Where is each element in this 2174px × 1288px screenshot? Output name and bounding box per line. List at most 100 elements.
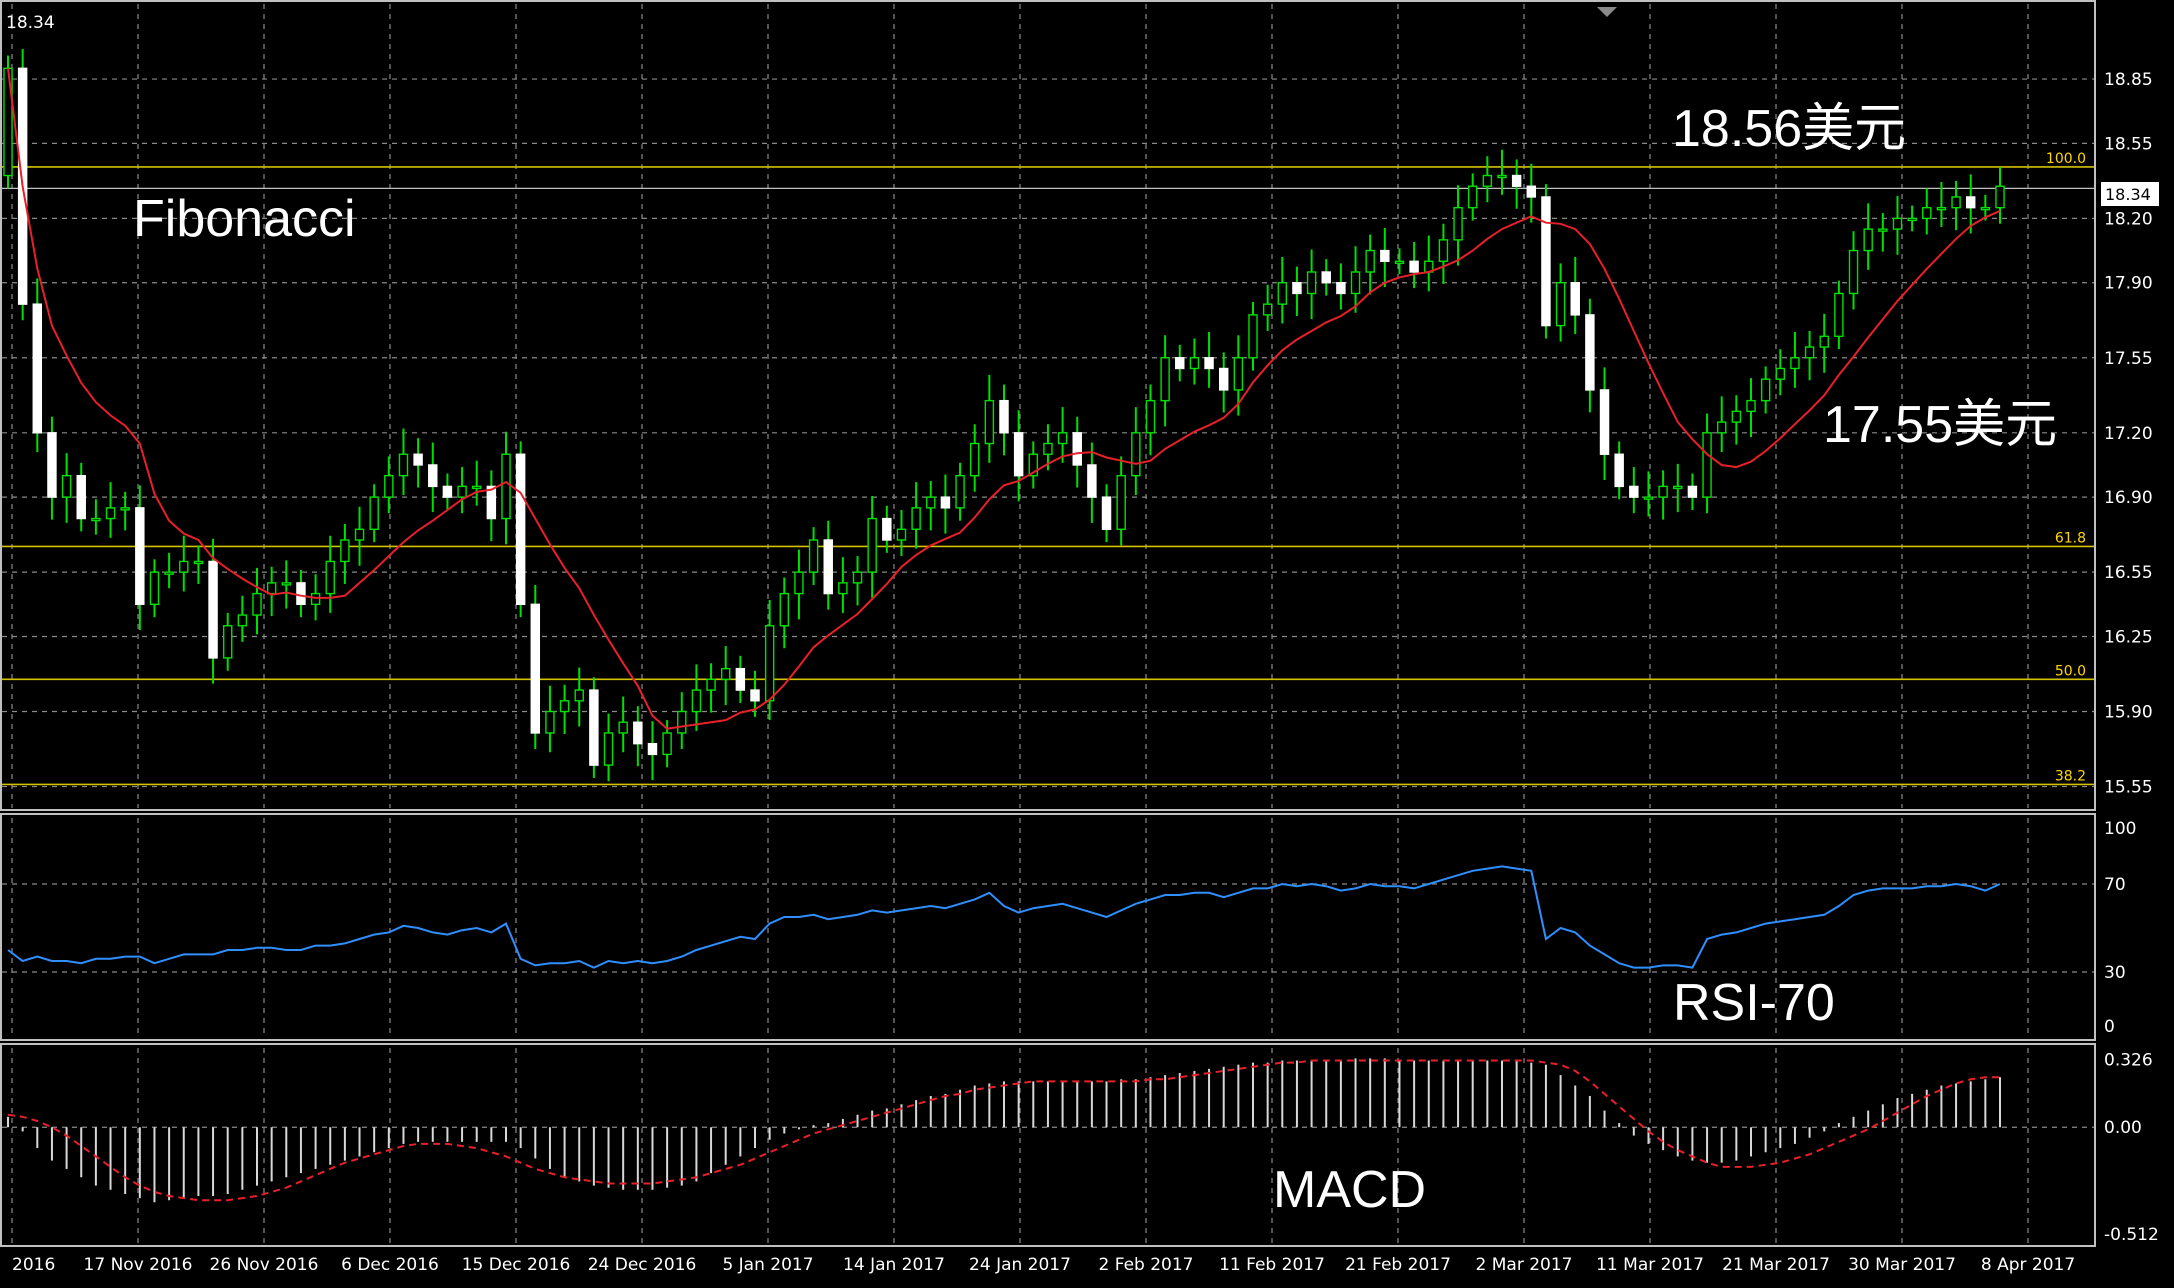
price-tick-label: 16.55 bbox=[2104, 563, 2153, 583]
candle-body-down bbox=[1526, 185, 1537, 198]
candle-body-up bbox=[867, 517, 877, 573]
candle-body-down bbox=[1585, 314, 1595, 391]
candle-body-up bbox=[1819, 335, 1829, 348]
price-panel-frame bbox=[0, 0, 2096, 811]
candle-body-up bbox=[984, 399, 995, 445]
header-current-price: 18.34 bbox=[6, 13, 55, 33]
date-label: 2 Feb 2017 bbox=[1099, 1255, 1194, 1275]
candle-body-down bbox=[1321, 271, 1331, 284]
rsi-tick-label: 0 bbox=[2104, 1017, 2115, 1037]
candle-body-up bbox=[662, 732, 672, 756]
candle-body-up bbox=[1980, 206, 1991, 211]
price-tick-label: 18.20 bbox=[2104, 209, 2153, 229]
price-tick-label: 17.90 bbox=[2104, 274, 2153, 294]
candle-body-up bbox=[1878, 228, 1888, 232]
candle-body-up bbox=[1277, 282, 1288, 305]
fibonacci-levels: 100.0 61.8 50.0 38.2 bbox=[2, 151, 2094, 786]
candle-body-up bbox=[1555, 282, 1566, 327]
candle-body-down bbox=[1218, 367, 1229, 391]
candle-body-up bbox=[764, 625, 775, 702]
candle-body-up bbox=[193, 560, 204, 565]
candle-body-down bbox=[633, 721, 643, 745]
candle-body-up bbox=[1673, 485, 1683, 490]
axis-ticks: 18.85 18.55 18.20 17.90 17.55 17.20 16.90 16.55… bbox=[2104, 70, 2159, 1245]
candle-body-up bbox=[1233, 357, 1244, 391]
candle-body-up bbox=[1834, 292, 1844, 338]
candle-body-up bbox=[325, 560, 335, 595]
candle-body-up bbox=[1145, 399, 1156, 434]
price-tick-label: 16.90 bbox=[2104, 488, 2153, 508]
date-label: 5 Jan 2017 bbox=[722, 1255, 813, 1275]
current-price-box bbox=[2101, 182, 2159, 206]
candle-body-up bbox=[1467, 185, 1478, 209]
candle-body-up bbox=[1350, 271, 1361, 295]
candle-body-up bbox=[911, 507, 921, 530]
candle-body-up bbox=[1365, 249, 1375, 273]
price-tick-label: 15.55 bbox=[2104, 778, 2153, 798]
candle-body-down bbox=[750, 689, 760, 702]
candle-body-down bbox=[413, 453, 423, 466]
candle-body-up bbox=[398, 453, 409, 477]
candle-body-up bbox=[1306, 271, 1317, 295]
candle-body-up bbox=[808, 539, 819, 573]
candle-body-up bbox=[1731, 410, 1742, 423]
candle-body-up bbox=[1907, 217, 1917, 222]
candle-body-up bbox=[179, 560, 189, 573]
candle-body-up bbox=[120, 507, 130, 511]
price-tick-label: 17.20 bbox=[2104, 424, 2153, 444]
candle-body-down bbox=[735, 667, 746, 691]
candle-body-down bbox=[1629, 485, 1639, 498]
candle-body-up bbox=[896, 528, 907, 541]
candle-body-down bbox=[1599, 389, 1610, 455]
candle-body-up bbox=[105, 507, 116, 520]
macd-tick-label: 0.00 bbox=[2104, 1118, 2142, 1138]
candle-body-up bbox=[1658, 485, 1668, 498]
candle-body-up bbox=[1775, 367, 1786, 380]
candle-body-down bbox=[135, 507, 145, 606]
rsi-tick-label: 100 bbox=[2104, 819, 2136, 839]
date-label: 30 Mar 2017 bbox=[1848, 1255, 1956, 1275]
candle-body-up bbox=[164, 571, 174, 575]
rsi-tick-label: 30 bbox=[2104, 963, 2126, 983]
candle-body-up bbox=[1746, 399, 1756, 413]
scroll-marker-icon[interactable] bbox=[1597, 7, 1617, 17]
candle-body-up bbox=[1848, 249, 1859, 295]
candle-body-down bbox=[442, 485, 453, 498]
candle-body-up bbox=[559, 700, 570, 713]
date-label: 15 Dec 2016 bbox=[462, 1255, 571, 1275]
candle-body-up bbox=[457, 485, 467, 498]
date-label: 2016 bbox=[12, 1255, 55, 1275]
candle-body-down bbox=[208, 560, 218, 659]
candle-body-up bbox=[1160, 357, 1170, 402]
date-label: 21 Feb 2017 bbox=[1345, 1255, 1451, 1275]
candle-body-up bbox=[1643, 496, 1654, 500]
price-tick-label: 16.25 bbox=[2104, 627, 2153, 647]
candle-body-up bbox=[706, 678, 716, 691]
candles bbox=[3, 49, 2005, 782]
macd-label: MACD bbox=[1273, 1161, 1426, 1219]
candle-body-up bbox=[266, 582, 277, 595]
candle-body-down bbox=[999, 399, 1009, 434]
price-tick-label: 18.85 bbox=[2104, 70, 2153, 90]
high-price-annotation: 18.56美元 bbox=[1672, 100, 1906, 158]
macd-tick-label: 0.326 bbox=[2104, 1050, 2153, 1070]
date-label: 14 Jan 2017 bbox=[843, 1255, 945, 1275]
date-label: 17 Nov 2016 bbox=[84, 1255, 193, 1275]
candle-body-down bbox=[1175, 357, 1185, 370]
candle-body-down bbox=[1204, 357, 1214, 370]
candle-body-up bbox=[1951, 196, 1961, 209]
candle-body-down bbox=[647, 742, 658, 756]
candle-body-up bbox=[574, 689, 584, 702]
candle-body-up bbox=[1438, 239, 1449, 262]
rsi-tick-label: 70 bbox=[2104, 875, 2126, 895]
rsi-label: RSI-70 bbox=[1673, 974, 1835, 1032]
candle-body-up bbox=[1804, 346, 1815, 359]
candle-body-up bbox=[603, 732, 614, 766]
candle-body-down bbox=[823, 539, 833, 595]
candle-body-up bbox=[1131, 432, 1141, 477]
candle-body-up bbox=[1248, 314, 1258, 359]
fib-level-label: 50.0 bbox=[2055, 663, 2086, 679]
candle-body-down bbox=[486, 485, 497, 520]
date-label: 24 Dec 2016 bbox=[588, 1255, 697, 1275]
candle-body-up bbox=[354, 528, 365, 541]
